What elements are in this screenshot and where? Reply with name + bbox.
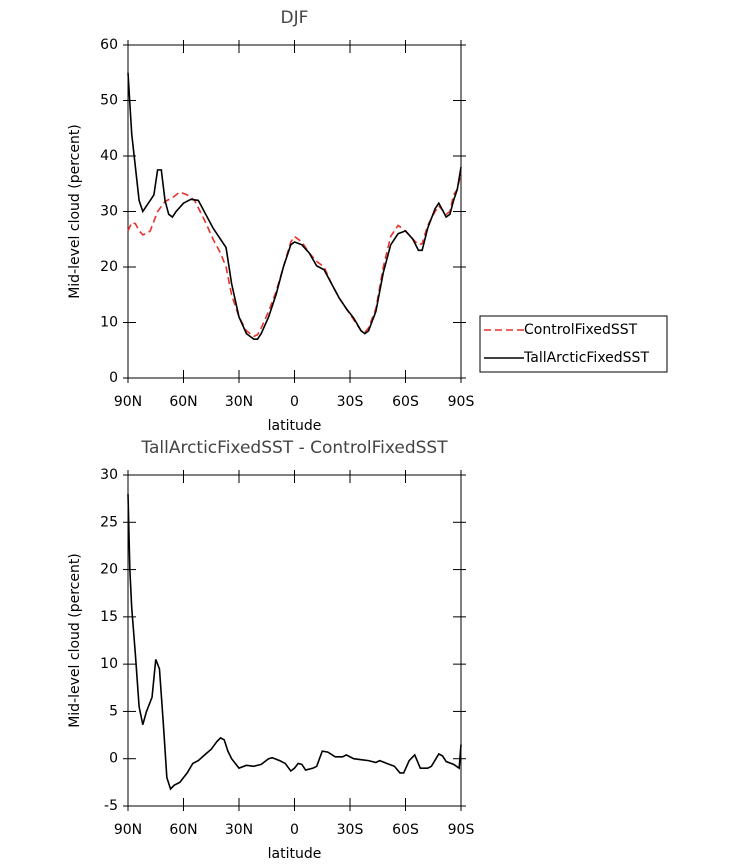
- y-tick-label: 20: [100, 259, 118, 275]
- line: [127, 493, 462, 791]
- legend-box: [479, 315, 668, 373]
- legend-label: TallArcticFixedSST: [523, 350, 649, 366]
- x-tick-label: 0: [290, 394, 299, 410]
- plot-frame: [127, 474, 462, 807]
- y-tick-label: 5: [109, 703, 118, 719]
- y-tick-label: 15: [100, 609, 118, 625]
- chart-title: DJF: [281, 8, 309, 28]
- line: [127, 72, 462, 340]
- x-tick-label: 60N: [169, 822, 197, 838]
- x-tick-label: 90S: [448, 822, 475, 838]
- x-tick-label: 30S: [337, 822, 364, 838]
- x-tick-label: 60S: [392, 394, 419, 410]
- plot-frame: [127, 44, 462, 379]
- legend-label: ControlFixedSST: [524, 322, 638, 338]
- chart-title: TallArcticFixedSST - ControlFixedSST: [140, 438, 448, 458]
- y-tick-label: 60: [100, 37, 118, 53]
- x-tick-label: 90S: [448, 394, 475, 410]
- x-tick-label: 60N: [169, 394, 197, 410]
- y-tick-label: 0: [109, 751, 118, 767]
- y-tick-label: 10: [100, 656, 118, 672]
- x-tick-label: 30S: [337, 394, 364, 410]
- y-tick-label: -5: [104, 798, 118, 814]
- x-axis-label: latitude: [268, 846, 322, 862]
- y-axis-label: Mid-level cloud (percent): [67, 124, 83, 299]
- y-tick-label: 30: [100, 467, 118, 483]
- x-tick-label: 90N: [114, 394, 142, 410]
- x-tick-label: 60S: [392, 822, 419, 838]
- x-tick-label: 90N: [114, 822, 142, 838]
- y-tick-label: 10: [100, 315, 118, 331]
- y-tick-label: 50: [100, 93, 118, 109]
- line: [127, 172, 462, 338]
- x-axis-label: latitude: [268, 418, 322, 434]
- y-tick-label: 0: [109, 370, 118, 386]
- y-tick-label: 30: [100, 204, 118, 220]
- y-axis-label: Mid-level cloud (percent): [67, 553, 83, 728]
- y-tick-label: 40: [100, 148, 118, 164]
- x-tick-label: 0: [290, 822, 299, 838]
- y-tick-label: 20: [100, 562, 118, 578]
- y-tick-label: 25: [100, 514, 118, 530]
- x-tick-label: 30N: [225, 394, 253, 410]
- x-tick-label: 30N: [225, 822, 253, 838]
